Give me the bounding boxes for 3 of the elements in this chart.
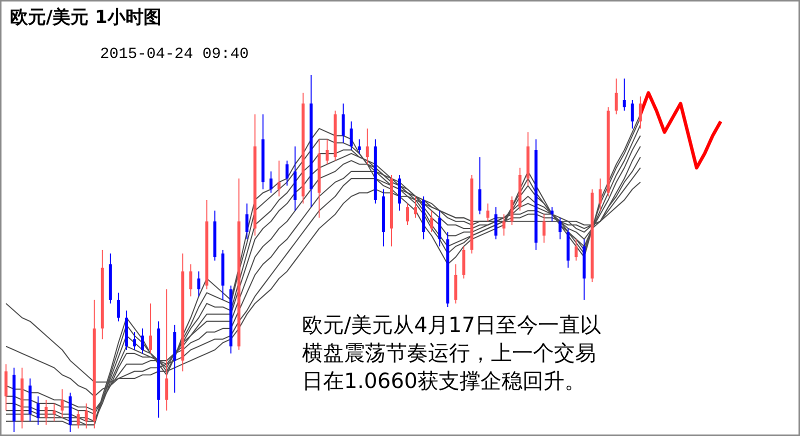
chart-title: 欧元/美元 1小时图 bbox=[10, 7, 162, 28]
annotation: 欧元/美元从4月17日至今一直以横盘震荡节奏运行，上一个交易日在1.0660获支撑企稳回升。 bbox=[302, 313, 602, 393]
chart-subtitle: 2015-04-24 09:40 bbox=[100, 45, 249, 63]
